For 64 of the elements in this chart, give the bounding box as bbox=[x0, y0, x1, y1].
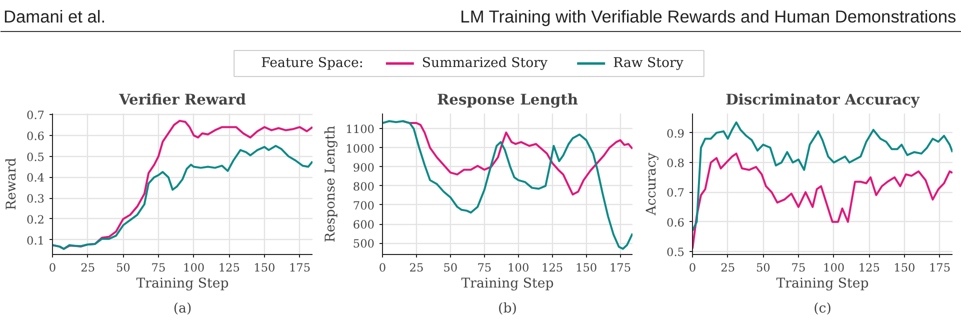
x-tick-label: 25 bbox=[80, 260, 96, 274]
legend-label: Raw Story bbox=[613, 56, 684, 71]
x-tick-label: 175 bbox=[928, 260, 951, 274]
x-tick-label: 50 bbox=[756, 260, 770, 274]
y-tick-label: 0.7 bbox=[26, 108, 44, 122]
y-tick-label: 0.6 bbox=[666, 215, 684, 230]
x-tick-label: 75 bbox=[477, 260, 492, 274]
text: LM Training with Verifiable Rewards and Human Demonstrations bbox=[460, 6, 957, 26]
legend-title: Feature Space: bbox=[261, 56, 364, 71]
y-tick-label: 700 bbox=[352, 198, 375, 212]
x-tick-label: 25 bbox=[409, 260, 424, 274]
x-tick-label: 100 bbox=[822, 260, 845, 274]
chart-title: Verifier Reward bbox=[118, 92, 246, 108]
text: Damani et al. bbox=[4, 6, 106, 26]
x-tick-label: 100 bbox=[182, 260, 205, 274]
x-tick-label: 125 bbox=[542, 260, 564, 274]
x-tick-label: 50 bbox=[443, 260, 458, 274]
y-tick-label: 800 bbox=[352, 179, 375, 194]
x-tick-label: 175 bbox=[609, 260, 632, 274]
x-tick-label: 0 bbox=[48, 260, 56, 274]
y-axis-title: Reward bbox=[4, 157, 20, 210]
y-tick-label: 0.4 bbox=[26, 170, 44, 185]
y-tick-label: 500 bbox=[352, 236, 375, 251]
text: (b) bbox=[498, 302, 517, 316]
x-tick-label: 125 bbox=[218, 260, 240, 274]
line-series bbox=[692, 152, 952, 250]
x-tick-label: 150 bbox=[254, 260, 276, 274]
legend-label: Summarized Story bbox=[422, 56, 548, 71]
x-tick-label: 75 bbox=[151, 260, 166, 274]
x-tick-label: 150 bbox=[575, 260, 598, 274]
y-tick-label: 0.5 bbox=[666, 245, 684, 260]
x-tick-label: 0 bbox=[378, 260, 386, 274]
y-axis-title: Accuracy bbox=[644, 152, 660, 216]
y-tick-label: 0.5 bbox=[26, 150, 44, 164]
x-tick-label: 100 bbox=[508, 260, 530, 274]
line-series bbox=[692, 121, 952, 232]
y-tick-label: 0.8 bbox=[666, 156, 684, 170]
line-series bbox=[382, 120, 632, 250]
x-tick-label: 50 bbox=[116, 260, 130, 274]
x-axis-title: Training Step bbox=[461, 276, 554, 292]
text: (c) bbox=[814, 302, 832, 316]
y-tick-label: 0.1 bbox=[26, 233, 44, 248]
x-tick-label: 0 bbox=[688, 260, 696, 274]
x-tick-label: 125 bbox=[858, 260, 880, 274]
line-series bbox=[52, 144, 312, 250]
chart-title: Discriminator Accuracy bbox=[726, 92, 920, 108]
x-tick-label: 175 bbox=[288, 260, 311, 274]
chart-title: Response Length bbox=[436, 92, 578, 108]
x-tick-label: 150 bbox=[894, 260, 916, 274]
x-tick-label: 75 bbox=[791, 260, 806, 274]
y-tick-label: 0.7 bbox=[666, 186, 684, 200]
y-tick-label: 0.6 bbox=[26, 128, 44, 143]
y-tick-label: 900 bbox=[352, 160, 375, 174]
y-tick-label: 0.3 bbox=[26, 192, 44, 206]
y-tick-label: 600 bbox=[352, 218, 375, 232]
y-tick-label: 1000 bbox=[346, 141, 375, 156]
x-tick-label: 25 bbox=[720, 260, 736, 274]
y-tick-label: 1100 bbox=[346, 122, 375, 136]
x-axis-title: Training Step bbox=[776, 276, 869, 292]
y-axis-title: Response Length bbox=[324, 125, 339, 242]
y-tick-label: 0.9 bbox=[666, 126, 684, 140]
x-axis-title: Training Step bbox=[136, 276, 229, 292]
text: (a) bbox=[173, 302, 192, 316]
y-tick-label: 0.2 bbox=[26, 212, 44, 226]
